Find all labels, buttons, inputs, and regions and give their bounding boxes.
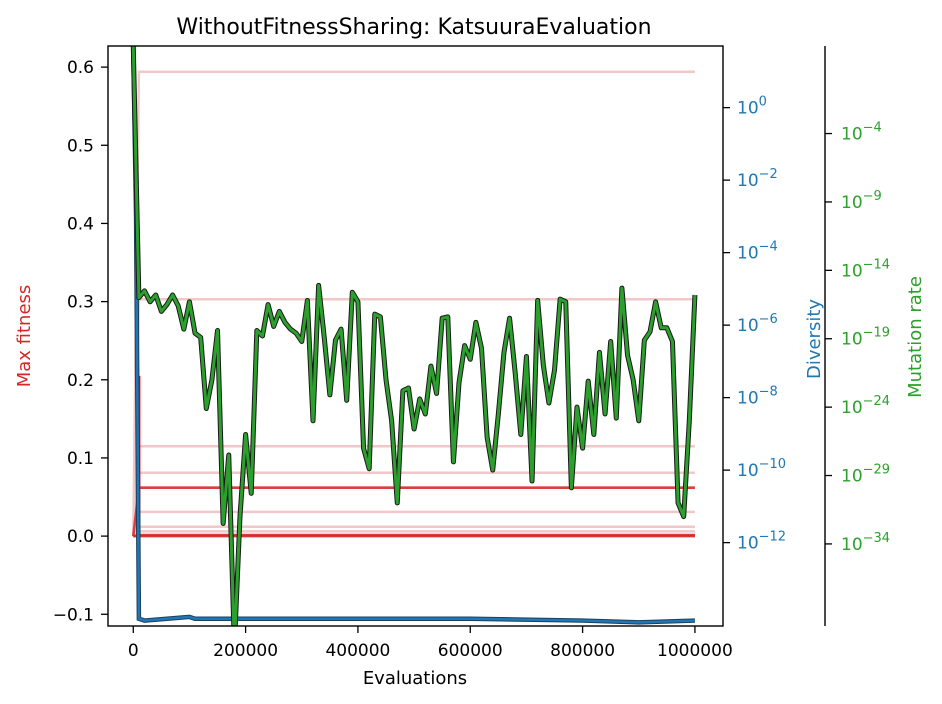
mutation-tick-label: 10−19 (841, 326, 890, 350)
mutation-tick-label: 10−29 (841, 463, 890, 487)
diversity-axis-ticks: 100 10−2 10−4 10−6 10−8 10−10 10−12 (723, 95, 786, 554)
mutation-tick-label: 10−34 (841, 531, 890, 555)
x-axis-ticks: 0 200000 400000 600000 800000 1000000 (128, 626, 733, 661)
fitness-tick-label: 0.5 (67, 136, 94, 156)
fitness-tick-label: −0.1 (53, 605, 94, 625)
mutation-axis-label: Mutation rate (905, 276, 926, 398)
x-tick-label: 600000 (438, 641, 503, 661)
x-tick-label: 0 (128, 641, 139, 661)
diversity-tick-label: 10−2 (737, 167, 778, 191)
diversity-tick-label: 10−6 (737, 312, 778, 336)
fitness-tick-label: 0.3 (67, 293, 94, 313)
diversity-tick-label: 100 (737, 95, 767, 119)
x-tick-label: 800000 (550, 641, 615, 661)
mutation-tick-label: 10−9 (841, 189, 882, 213)
plot-border (107, 45, 724, 627)
diversity-tick-label: 10−10 (737, 457, 786, 481)
x-axis-label: Evaluations (363, 668, 467, 689)
mutation-line (131, 46, 697, 626)
diversity-layer (131, 49, 695, 625)
x-tick-label: 400000 (325, 641, 390, 661)
fitness-tick-label: 0.1 (67, 449, 94, 469)
fitness-axis-label: Max fitness (14, 285, 35, 388)
diversity-tick-label: 10−4 (737, 240, 778, 264)
x-tick-label: 1000000 (657, 641, 733, 661)
diversity-tick-label: 10−12 (737, 530, 786, 554)
mutation-tick-label: 10−4 (841, 121, 882, 145)
fitness-tick-label: 0.6 (67, 58, 94, 78)
fitness-tick-label: 0.0 (67, 527, 94, 547)
mutation-layer (130, 46, 698, 626)
fitness-tick-label: 0.2 (67, 371, 94, 391)
chart-title: WithoutFitnessSharing: KatsuuraEvaluatio… (176, 15, 651, 40)
fitness-tick-label: 0.4 (67, 214, 94, 234)
x-tick-label: 200000 (213, 641, 278, 661)
diversity-axis-label: Diversity (804, 299, 825, 379)
plot-area (130, 46, 698, 626)
mutation-tick-label: 10−24 (841, 394, 890, 418)
mutation-axis-ticks: 10−4 10−9 10−14 10−19 10−24 10−29 10−34 (825, 121, 890, 555)
fitness-axis-ticks: −0.1 0.0 0.1 0.2 0.3 0.4 0.5 0.6 (53, 58, 108, 625)
axes-frame (107, 45, 826, 627)
mutation-tick-label: 10−14 (841, 257, 890, 281)
diversity-line (132, 49, 695, 624)
diversity-tick-label: 10−8 (737, 385, 778, 409)
